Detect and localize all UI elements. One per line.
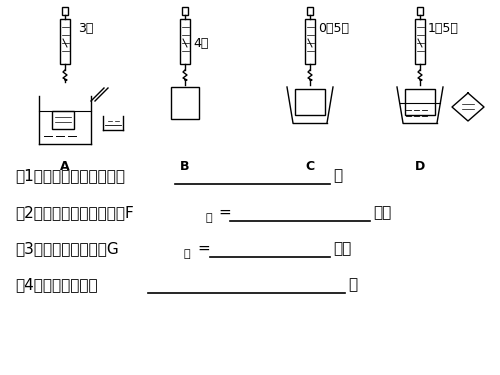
Bar: [307, 7, 313, 15]
Text: 4牛: 4牛: [193, 37, 208, 50]
Bar: [405, 89, 435, 115]
Text: 3牛: 3牛: [78, 22, 94, 35]
Bar: [180, 19, 190, 64]
Text: B: B: [180, 160, 190, 173]
Text: =: =: [218, 205, 231, 220]
Text: 。: 。: [348, 277, 357, 292]
Text: C: C: [306, 160, 314, 173]
Bar: [415, 19, 425, 64]
Bar: [305, 19, 315, 64]
Text: 0、5牛: 0、5牛: [318, 22, 349, 35]
Text: 1、5牛: 1、5牛: [428, 22, 459, 35]
Text: （2）计算物体受到的浮力F: （2）计算物体受到的浮力F: [15, 205, 134, 220]
Text: D: D: [415, 160, 425, 173]
Bar: [417, 7, 423, 15]
Text: （4）实验的结论：: （4）实验的结论：: [15, 277, 98, 292]
Text: A: A: [60, 160, 70, 173]
Bar: [60, 19, 70, 64]
Bar: [62, 7, 68, 15]
Text: （3）物体排开的液重G: （3）物体排开的液重G: [15, 241, 119, 256]
Bar: [171, 87, 199, 119]
Bar: [295, 89, 325, 115]
Text: 。: 。: [333, 168, 342, 183]
Text: （1）实验的合理步骤是：: （1）实验的合理步骤是：: [15, 168, 125, 183]
Text: =: =: [197, 241, 210, 256]
Bar: [52, 111, 74, 129]
Text: 牛。: 牛。: [333, 241, 351, 256]
Text: 牛。: 牛。: [373, 205, 391, 220]
Bar: [182, 7, 188, 15]
Text: 液: 液: [184, 249, 190, 259]
Text: 浮: 浮: [205, 213, 212, 223]
